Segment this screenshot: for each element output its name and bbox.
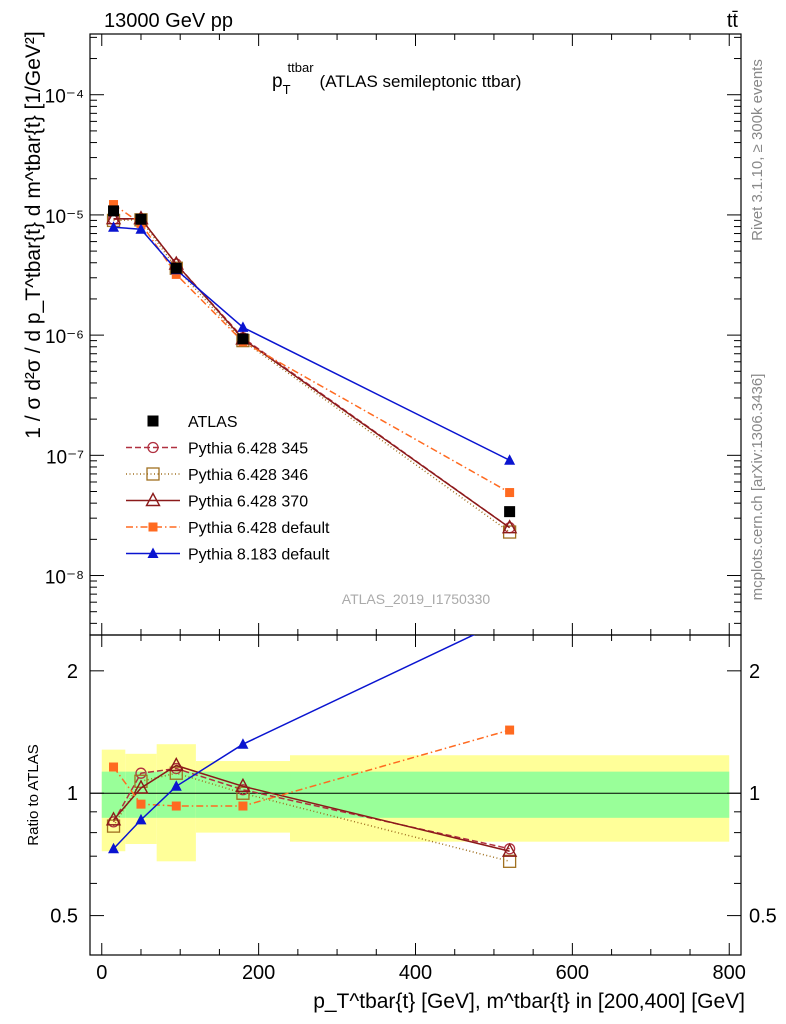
series-4-point	[504, 454, 516, 465]
rivet-version-label: Rivet 3.1.10, ≥ 300k events	[749, 59, 766, 241]
ratio-tick-label: 2	[67, 661, 78, 683]
ratio-series-1-point	[502, 854, 517, 868]
data-point	[108, 205, 120, 217]
axis-ticks	[90, 34, 741, 955]
series-line-1	[113, 219, 511, 533]
legend-marker-2	[145, 492, 161, 507]
ratio-uncertainty-bands	[101, 744, 730, 862]
ratio-tick-label-right: 1	[749, 783, 760, 805]
ratio-series-2-point	[105, 811, 122, 826]
analysis-id-label: ATLAS_2019_I1750330	[342, 591, 491, 607]
ratio-series-0-point	[135, 767, 147, 779]
ratio-series-1-point	[106, 819, 121, 833]
ratio-tick-label: 0.5	[50, 906, 78, 928]
ratio-series-1-point	[169, 766, 183, 780]
legend-label-1: Pythia 6.428 346	[188, 467, 308, 484]
y-tick-label: 10⁻⁶	[45, 327, 84, 348]
series-2-point	[501, 519, 518, 534]
main-series-group	[105, 200, 518, 539]
legend-label-4: Pythia 8.183 default	[188, 547, 330, 564]
data-point	[170, 262, 182, 274]
series-3-point	[171, 269, 181, 279]
plot-title-main: p	[272, 71, 283, 92]
ratio-series-4-point	[135, 813, 147, 825]
ratio-series-3-point	[238, 801, 248, 811]
legend-marker-1	[146, 467, 160, 481]
ratio-series-3-point	[109, 762, 119, 772]
plot-title-sub: T	[283, 82, 291, 97]
ratio-series-4-point	[170, 780, 182, 791]
ratio-series-group	[105, 612, 518, 868]
ratio-tick-label-right: 0.5	[749, 906, 777, 928]
ratio-series-4-point	[108, 842, 120, 854]
plot-title: pTttbar (ATLAS semileptonic ttbar)	[272, 60, 521, 97]
band-inner-0	[101, 771, 126, 818]
ratio-series-2-point	[501, 842, 518, 857]
mcplots-label: mcplots.cern.ch [arXiv:1306.3436]	[749, 374, 766, 601]
ratio-series-2-point	[168, 757, 184, 772]
data-point	[237, 333, 249, 345]
legend-marker-data	[147, 415, 159, 427]
x-tick-label: 0	[96, 962, 107, 984]
y-tick-label: 10⁻⁸	[45, 568, 84, 589]
ratio-tick-label-right: 2	[749, 661, 760, 683]
series-3-point	[109, 200, 119, 210]
legend: ATLAS Pythia 6.428 345 Pythia 6.428 346 Pyt…	[126, 414, 330, 564]
ratio-series-2-point	[235, 777, 251, 792]
series-4-point	[237, 321, 249, 332]
band-inner-4	[290, 771, 730, 818]
header-right-title: tt̄	[727, 10, 739, 32]
legend-label-0: Pythia 6.428 345	[188, 441, 308, 458]
series-3-point	[505, 488, 515, 498]
x-tick-label: 600	[556, 962, 589, 984]
x-tick-label: 200	[242, 962, 275, 984]
ratio-series-3-point	[505, 725, 515, 735]
legend-marker-3	[148, 522, 158, 532]
ratio-series-clipped	[105, 612, 518, 868]
series-4-point	[108, 221, 120, 232]
y-axis-label: 1 / σ d²σ / d p_T^tbar{t} d m^tbar{t} [1…	[22, 31, 45, 439]
ratio-series-4-point	[237, 738, 249, 749]
series-4-point	[135, 223, 147, 234]
ratio-series-4-point	[504, 612, 515, 623]
ratio-series-3-point	[136, 799, 146, 809]
legend-marker-4	[147, 547, 159, 558]
header-left-title: 13000 GeV pp	[104, 10, 233, 32]
ratio-series-2-point	[133, 779, 149, 794]
data-point	[135, 213, 147, 225]
plot-title-sup: ttbar	[288, 60, 315, 75]
axis-tick-labels: 0 200 400 600 800 10⁻⁸ 10⁻⁷ 10⁻⁶ 10⁻⁵ 10⁻⁴ 0.5 0.5 1…	[45, 87, 777, 984]
ratio-line-1	[112, 772, 510, 863]
x-tick-label: 800	[713, 962, 746, 984]
ratio-series-3-point	[171, 801, 181, 811]
ratio-y-axis-label: Ratio to ATLAS	[25, 744, 42, 845]
main-plot-frame	[89, 33, 742, 636]
x-axis-label: p_T^tbar{t} [GeV], m^tbar{t} in [200,400…	[313, 990, 745, 1013]
data-point	[504, 506, 516, 518]
legend-label-2: Pythia 6.428 370	[188, 494, 308, 511]
legend-marker-0	[147, 441, 159, 454]
series-line-3	[113, 203, 510, 494]
y-tick-label: 10⁻⁴	[45, 87, 84, 108]
ratio-line-3	[112, 729, 510, 807]
y-tick-label: 10⁻⁷	[46, 447, 84, 468]
x-tick-label: 400	[399, 962, 432, 984]
ratio-line-2	[112, 764, 510, 852]
ratio-line-0	[112, 767, 510, 850]
ratio-tick-label: 1	[67, 783, 78, 805]
y-tick-label: 10⁻⁵	[45, 207, 84, 228]
legend-label-3: Pythia 6.428 default	[188, 520, 330, 537]
plot-title-rest: (ATLAS semileptonic ttbar)	[320, 72, 522, 91]
legend-label-data: ATLAS	[188, 414, 238, 431]
ratio-series-1-point	[236, 786, 250, 800]
